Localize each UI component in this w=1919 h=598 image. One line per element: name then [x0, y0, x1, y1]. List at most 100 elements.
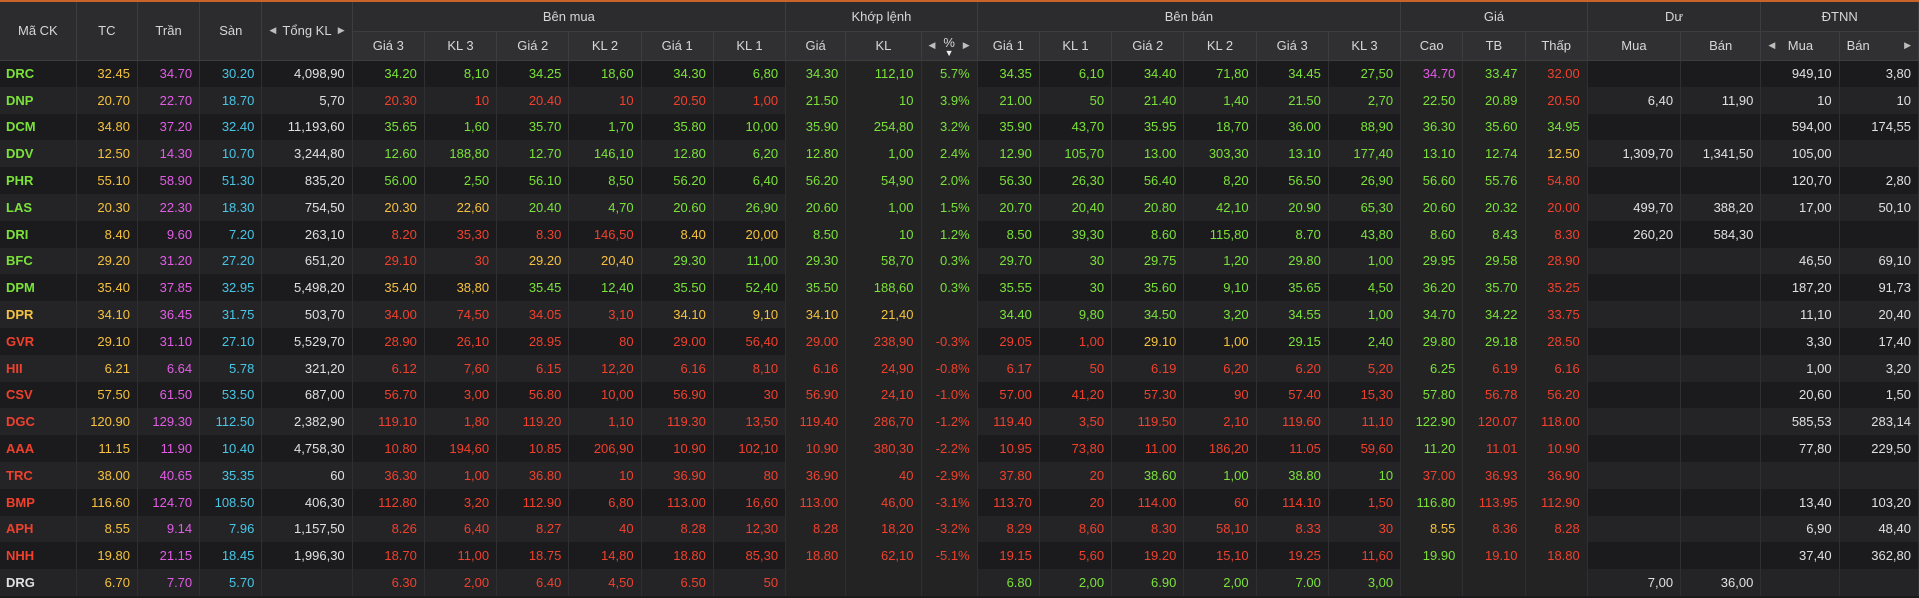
table-row[interactable]: DRC 32.45 34.70 30.20 4,098,90 34.20 8,10 34.25… — [0, 60, 1919, 87]
header-sell-price-2[interactable]: Giá 2 — [1111, 31, 1185, 61]
percent-sort[interactable]: % ▼ — [943, 35, 955, 58]
header-ceil[interactable]: Trần — [137, 2, 201, 61]
table-row[interactable]: LAS 20.30 22.30 18.30 754,50 20.30 22,60 20.40 4… — [0, 193, 1919, 221]
table-row[interactable]: NHH 19.80 21.15 18.45 1,996,30 18.70 11,00 18.7… — [0, 542, 1919, 570]
header-symbol[interactable]: Mã CK — [0, 2, 77, 61]
foreign-scroll-right-icon[interactable]: ▶ — [1904, 40, 1911, 50]
header-floor-label: Sàn — [219, 23, 243, 39]
cell-foreign-buy: 949,10 — [1760, 60, 1840, 87]
table-row[interactable]: PHR 55.10 58.90 51.30 835,20 56.00 2,50 56.10 8,… — [0, 167, 1919, 194]
cell-sell-price-3: 56.50 — [1256, 167, 1329, 194]
table-row[interactable]: DRG 6.70 7.70 5.70 6.30 2,00 6.40 4,50 6.50 50 6.8… — [0, 569, 1919, 596]
cell-sell-vol-3: 11,60 — [1328, 542, 1402, 570]
header-buy-vol-1-label: KL 1 — [736, 38, 763, 53]
header-buy-price-2-label: Giá 2 — [517, 38, 549, 53]
cell-buy-vol-1: 26,90 — [713, 193, 787, 221]
table-row[interactable]: DRI 8.40 9.60 7.20 263,10 8.20 35,30 8.30 146,50… — [0, 220, 1919, 248]
cell-buy-vol-2: 10 — [568, 86, 642, 114]
table-row[interactable]: APH 8.55 9.14 7.96 1,157,50 8.26 6,40 8.27 40 8.2… — [0, 515, 1919, 543]
cell-buy-price-3: 20.30 — [352, 86, 425, 114]
cell-match-vol: 18,20 — [845, 515, 922, 543]
header-surplus-sell[interactable]: Bán — [1680, 31, 1762, 61]
header-buy-price-2[interactable]: Giá 2 — [496, 31, 570, 61]
cell-price-high: 8.55 — [1400, 515, 1464, 543]
cell-buy-vol-3: 1,00 — [424, 461, 498, 489]
cell-price-avg: 8.43 — [1462, 220, 1526, 248]
cell-foreign-buy: 105,00 — [1760, 140, 1840, 168]
scroll-left-icon[interactable]: ◀ — [269, 25, 277, 36]
header-sell-price-1[interactable]: Giá 1 — [977, 31, 1040, 61]
table-row[interactable]: GVR 29.10 31.10 27.10 5,529,70 28.90 26,10 28.9… — [0, 327, 1919, 355]
header-buy-price-3[interactable]: Giá 3 — [352, 31, 425, 61]
cell-match-price: 119.40 — [785, 408, 847, 436]
table-row[interactable]: HII 6.21 6.64 5.78 321,20 6.12 7,60 6.15 12,20 6.… — [0, 354, 1919, 382]
header-buy-vol-2[interactable]: KL 2 — [568, 31, 642, 61]
header-foreign-buy[interactable]: ◀ Mua — [1760, 31, 1840, 61]
table-row[interactable]: BFC 29.20 31.20 27.20 651,20 29.10 30 29.20 20,4… — [0, 247, 1919, 275]
cell-floor: 53.50 — [199, 381, 263, 409]
cell-price-high: 36.30 — [1400, 113, 1464, 141]
header-sell-vol-2[interactable]: KL 2 — [1183, 31, 1257, 61]
header-buy-vol-1[interactable]: KL 1 — [713, 31, 787, 61]
cell-surplus-buy — [1587, 113, 1682, 141]
cell-sell-vol-3: 4,50 — [1328, 274, 1402, 302]
cell-sell-price-1: 20.70 — [977, 193, 1040, 221]
table-row[interactable]: TRC 38.00 40.65 35.35 60 36.30 1,00 36.80 10 36.9… — [0, 461, 1919, 489]
header-buy-vol-3[interactable]: KL 3 — [424, 31, 498, 61]
header-match-percent[interactable]: ◀ % ▼ ▶ — [921, 31, 978, 61]
header-match-price[interactable]: Giá — [785, 31, 847, 61]
table-row[interactable]: DPR 34.10 36.45 31.75 503,70 34.00 74,50 34.05 3… — [0, 301, 1919, 328]
header-match-vol[interactable]: KL — [845, 31, 922, 61]
cell-sell-vol-2: 8,20 — [1183, 167, 1257, 194]
table-row[interactable]: DPM 35.40 37.85 32.95 5,498,20 35.40 38,80 35.4… — [0, 274, 1919, 302]
cell-buy-vol-3: 194,60 — [424, 435, 498, 462]
cell-buy-vol-3: 188,80 — [424, 140, 498, 168]
cell-buy-price-1: 10.90 — [641, 435, 714, 462]
table-row[interactable]: BMP 116.60 124.70 108.50 406,30 112.80 3,20 112… — [0, 488, 1919, 516]
cell-floor: 31.75 — [199, 301, 263, 328]
header-floor[interactable]: Sàn — [199, 2, 263, 61]
cell-price-high: 13.10 — [1400, 140, 1464, 168]
cell-foreign-sell: 103,20 — [1839, 488, 1919, 516]
cell-buy-vol-3: 2,00 — [424, 569, 498, 596]
cell-sell-price-3: 57.40 — [1256, 381, 1329, 409]
cell-buy-vol-1: 6,20 — [713, 140, 787, 168]
header-price-avg[interactable]: TB — [1462, 31, 1526, 61]
scroll-right-icon[interactable]: ▶ — [337, 25, 345, 36]
foreign-scroll-left-icon[interactable]: ◀ — [1768, 40, 1776, 50]
cell-buy-vol-3: 8,10 — [424, 60, 498, 87]
cell-symbol: DNP — [0, 86, 77, 114]
cell-buy-price-2: 112.90 — [496, 488, 570, 516]
table-row[interactable]: DNP 20.70 22.70 18.70 5,70 20.30 10 20.40 10 20.5… — [0, 86, 1919, 114]
cell-match-percent: 3.9% — [921, 86, 978, 114]
match-toggle-right-icon[interactable]: ▶ — [962, 40, 970, 50]
header-total-volume[interactable]: ◀ Tổng KL ▶ — [261, 2, 353, 61]
cell-price-avg: 20.32 — [1462, 193, 1526, 221]
table-row[interactable]: CSV 57.50 61.50 53.50 687,00 56.70 3,00 56.80 10… — [0, 381, 1919, 409]
header-foreign-sell[interactable]: Bán ▶ — [1839, 31, 1919, 61]
cell-buy-price-3: 56.00 — [352, 167, 425, 194]
cell-buy-price-3: 35.40 — [352, 274, 425, 302]
cell-ref: 20.70 — [76, 86, 138, 114]
cell-buy-vol-3: 38,80 — [424, 274, 498, 302]
table-row[interactable]: AAA 11.15 11.90 10.40 4,758,30 10.80 194,60 10.… — [0, 435, 1919, 462]
table-row[interactable]: DCM 34.80 37.20 32.40 11,193,60 35.65 1,60 35.7… — [0, 113, 1919, 141]
header-price-low[interactable]: Thấp — [1525, 31, 1588, 61]
header-sell-vol-3[interactable]: KL 3 — [1328, 31, 1402, 61]
header-surplus-buy[interactable]: Mua — [1587, 31, 1682, 61]
table-row[interactable]: DDV 12.50 14.30 10.70 3,244,80 12.60 188,80 12.… — [0, 140, 1919, 168]
header-sell-vol-1[interactable]: KL 1 — [1039, 31, 1113, 61]
match-toggle-left-icon[interactable]: ◀ — [928, 40, 936, 50]
cell-sell-vol-2: 90 — [1183, 381, 1257, 409]
cell-buy-vol-2: 80 — [568, 327, 642, 355]
header-ref[interactable]: TC — [76, 2, 138, 61]
header-price-high[interactable]: Cao — [1400, 31, 1464, 61]
header-sell-price-3[interactable]: Giá 3 — [1256, 31, 1329, 61]
header-buy-price-1[interactable]: Giá 1 — [641, 31, 714, 61]
cell-buy-vol-1: 56,40 — [713, 327, 787, 355]
cell-total-volume: 503,70 — [261, 301, 353, 328]
cell-surplus-sell: 584,30 — [1680, 220, 1762, 248]
table-row[interactable]: DGC 120.90 129.30 112.50 2,382,90 119.10 1,80 1… — [0, 408, 1919, 436]
cell-buy-vol-2: 20,40 — [568, 247, 642, 275]
